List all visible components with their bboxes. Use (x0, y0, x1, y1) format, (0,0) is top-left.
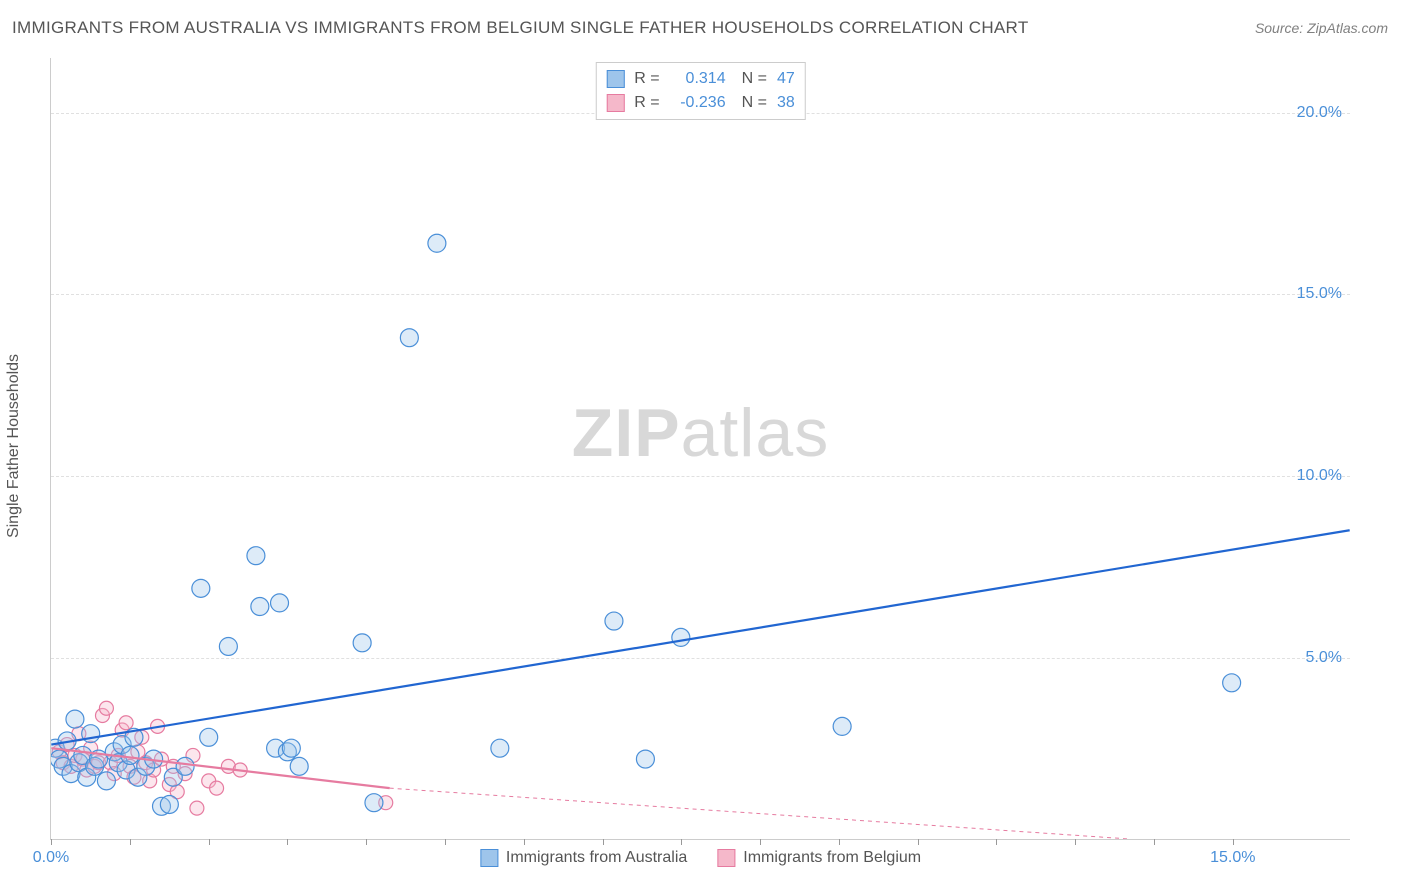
chart-title: IMMIGRANTS FROM AUSTRALIA VS IMMIGRANTS … (12, 18, 1029, 38)
r-label: R = (634, 94, 659, 112)
x-tick (996, 839, 997, 845)
swatch-b (606, 94, 624, 112)
x-tick (209, 839, 210, 845)
legend-item-a: Immigrants from Australia (480, 849, 687, 867)
x-tick (445, 839, 446, 845)
legend-row-a: R = 0.314 N = 47 (606, 67, 794, 91)
x-tick-label: 0.0% (33, 849, 69, 867)
swatch-b-icon (717, 849, 735, 867)
x-tick (760, 839, 761, 845)
r-value-a: 0.314 (666, 70, 726, 88)
x-tick-label: 15.0% (1210, 849, 1255, 867)
legend-series: Immigrants from Australia Immigrants fro… (480, 849, 921, 867)
x-tick (524, 839, 525, 845)
n-label: N = (742, 70, 767, 88)
x-tick (1154, 839, 1155, 845)
x-tick (1233, 839, 1234, 845)
x-tick (918, 839, 919, 845)
y-axis-label: Single Father Households (5, 354, 23, 538)
legend-row-b: R = -0.236 N = 38 (606, 91, 794, 115)
n-value-b: 38 (777, 94, 795, 112)
x-tick (839, 839, 840, 845)
legend-item-b: Immigrants from Belgium (717, 849, 921, 867)
r-value-b: -0.236 (666, 94, 726, 112)
legend-correlation: R = 0.314 N = 47 R = -0.236 N = 38 (595, 62, 805, 120)
source-label: Source: ZipAtlas.com (1255, 20, 1388, 36)
x-tick (366, 839, 367, 845)
x-tick (603, 839, 604, 845)
n-value-a: 47 (777, 70, 795, 88)
x-tick (51, 839, 52, 845)
swatch-a-icon (480, 849, 498, 867)
x-tick (130, 839, 131, 845)
x-tick (1075, 839, 1076, 845)
chart-svg (51, 58, 1350, 839)
legend-label-b: Immigrants from Belgium (743, 849, 921, 867)
swatch-a (606, 70, 624, 88)
n-label: N = (742, 94, 767, 112)
legend-label-a: Immigrants from Australia (506, 849, 687, 867)
r-label: R = (634, 70, 659, 88)
x-tick (681, 839, 682, 845)
x-tick (287, 839, 288, 845)
plot-area: ZIPatlas R = 0.314 N = 47 R = -0.236 N =… (50, 58, 1350, 840)
